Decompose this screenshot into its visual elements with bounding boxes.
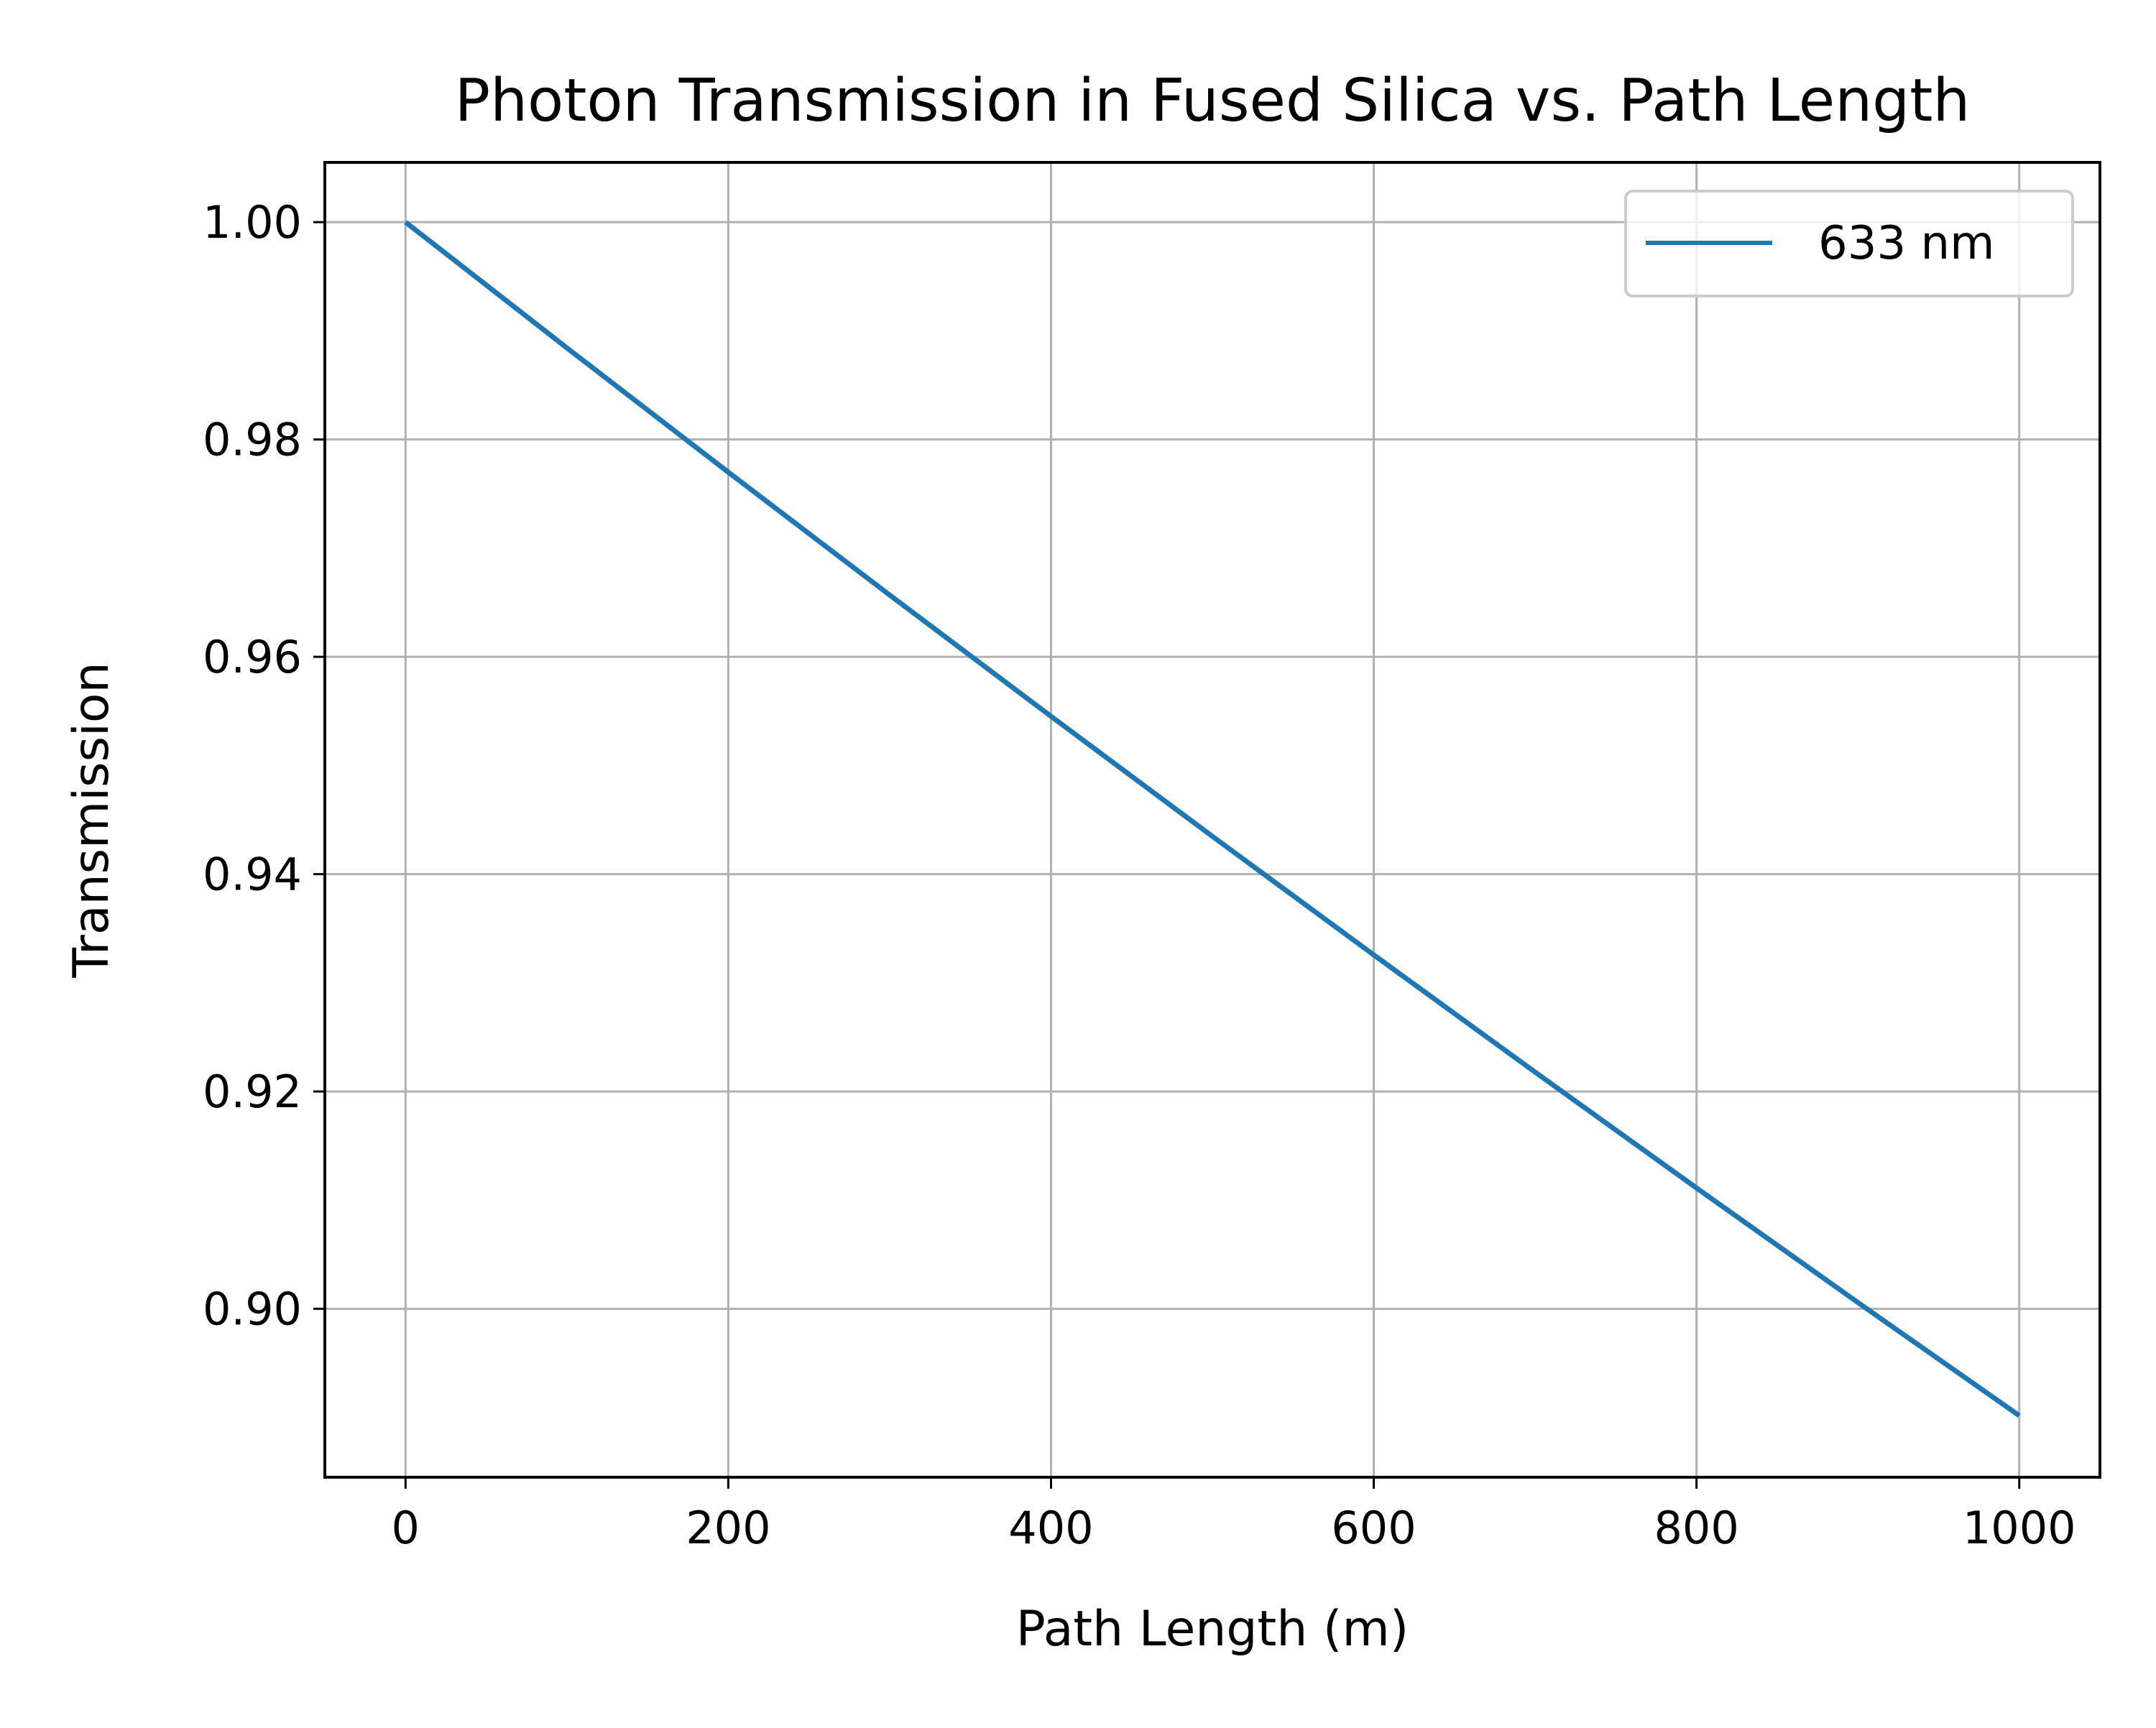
x-tick-label: 400 bbox=[1008, 1502, 1093, 1554]
y-tick-label: 0.98 bbox=[203, 414, 302, 466]
legend: 633 nm bbox=[1624, 190, 2074, 297]
x-tick-label: 600 bbox=[1331, 1502, 1416, 1554]
x-tick-label: 800 bbox=[1654, 1502, 1738, 1554]
y-axis-label: Transmission bbox=[63, 662, 120, 978]
y-tick-label: 0.92 bbox=[203, 1066, 302, 1118]
y-tick-label: 0.94 bbox=[203, 849, 302, 901]
x-tick-label: 1000 bbox=[1963, 1502, 2076, 1554]
y-tick-label: 1.00 bbox=[203, 196, 302, 249]
chart-title: Photon Transmission in Fused Silica vs. … bbox=[455, 67, 1971, 135]
grid-lines bbox=[325, 162, 2100, 1477]
series-layer bbox=[404, 220, 2021, 1418]
x-tick-label: 200 bbox=[686, 1502, 770, 1554]
legend-box bbox=[1624, 190, 2074, 297]
plot-area-frame bbox=[323, 161, 2101, 1479]
axis-ticks: 0 200 400 600 800 1000 0.90 0.92 0.94 0.96 0.98 1.0… bbox=[203, 196, 2076, 1554]
x-tick-label: 0 bbox=[392, 1502, 420, 1554]
series-line-633nm bbox=[404, 220, 2021, 1418]
y-tick-label: 0.96 bbox=[203, 631, 302, 683]
x-axis-label: Path Length (m) bbox=[1016, 1601, 1409, 1658]
legend-label-633nm: 633 nm bbox=[1818, 217, 1994, 270]
y-tick-label: 0.90 bbox=[203, 1283, 302, 1336]
